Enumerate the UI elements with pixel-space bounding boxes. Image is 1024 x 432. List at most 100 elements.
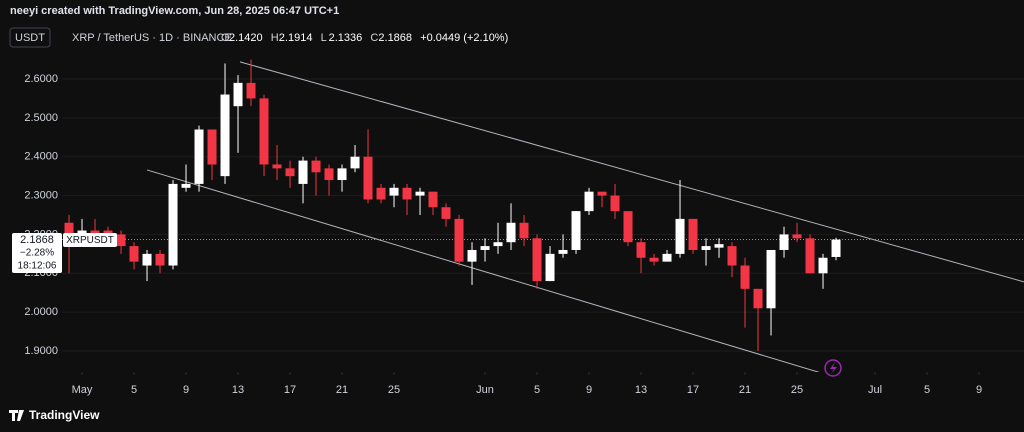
candle-body [506,222,516,243]
ohlc-change: +0.0449 (+2.10%) [420,32,508,44]
candle-body [558,249,568,254]
candle-body [727,246,737,266]
x-tick-label: 17 [284,384,296,396]
candle-body [441,207,451,219]
candle-body [688,218,698,250]
candle-body [766,249,776,309]
candle-body [415,191,425,196]
candle-body [519,222,529,239]
plot [62,59,1024,372]
candle-body [181,183,191,188]
x-tick-label: 17 [687,384,699,396]
candle-body [311,160,321,173]
x-tick-label: 5 [924,384,930,396]
currency-button[interactable] [9,27,51,48]
brand-logo [9,410,24,421]
candle-body [610,195,620,212]
candle-body [714,244,724,248]
y-tick-label: 2.3000 [24,189,58,201]
ohlc-value: 2.1420 [229,32,263,44]
candle-body [337,168,347,181]
candle-body [220,94,230,177]
candle-body [402,187,412,200]
candle-body [493,242,503,247]
price-label-box [12,233,62,273]
ohlc-legend: O 2.1420 H 2.1914 L 2.1336 C 2.1868 +0.0449 (+2.… [221,32,508,44]
candle-body [129,246,139,262]
x-tick-label: Jul [868,384,882,396]
x-tick-label: 25 [388,384,400,396]
candle-body [805,238,815,274]
candle-body [64,222,74,235]
candle-body [662,253,672,262]
x-tick-label: 9 [586,384,592,396]
candle-body [233,82,243,107]
candle-body [636,242,646,258]
candle-body [532,238,542,282]
candle-body [818,257,828,274]
ohlc-key: O [221,32,230,44]
candle-body [259,98,269,165]
candle-body [454,218,464,262]
candle-body [428,191,438,208]
candle-body [194,129,204,184]
ticker: XRPUSDT [66,235,114,246]
candle-body [298,160,308,184]
x-tick-label: 13 [635,384,647,396]
x-tick-label: 9 [976,384,982,396]
ohlc-key: H [271,32,279,44]
x-tick-label: 5 [534,384,540,396]
x-tick-label: 9 [183,384,189,396]
candle-body [376,187,386,200]
ohlc-value: 2.1336 [329,32,363,44]
y-tick-label: 1.9000 [24,345,58,357]
candle-body [753,288,763,309]
x-tick-label: 5 [131,384,137,396]
candle-body [389,187,399,196]
ohlc-value: 2.1868 [378,32,412,44]
candle-body [584,191,594,212]
x-tick-label: May [72,384,93,396]
candle-body [168,183,178,266]
ohlc-value: 2.1914 [279,32,313,44]
credit: neeyi created with TradingView.com, Jun … [10,5,339,17]
price-label: 2.1868 [20,234,54,246]
currency-button-label[interactable]: USDT [15,32,45,44]
candle-body [207,129,217,165]
candle-body [363,156,373,200]
candle-body [272,164,282,169]
y-tick-label: 2.6000 [24,73,58,85]
brand: TradingView [29,408,100,422]
candle-body [792,234,802,239]
candle-body [779,234,789,250]
symbol: XRP / TetherUS · 1D · BINANCE [72,32,232,44]
candle-body [480,246,490,250]
candle-body [285,168,295,177]
candle-body [324,168,334,181]
x-tick-label: 25 [791,384,803,396]
trend-line [146,169,820,372]
candle-body [467,249,477,262]
ticker-box [63,233,117,247]
trend-line [239,61,1024,283]
candle-body [831,239,841,257]
x-tick-label: 21 [739,384,751,396]
y-tick-label: 2.5000 [24,112,58,124]
candle-body [155,253,165,266]
candle-body [623,211,633,243]
y-tick-label: 2.0000 [24,306,58,318]
candle-body [350,156,360,169]
candle-body [116,234,126,247]
y-tick-label: 2.4000 [24,151,58,163]
alert-icon[interactable] [824,359,842,377]
ohlc-key: C [370,32,378,44]
candle-body [701,246,711,250]
candle-body [597,191,607,196]
candle-body [649,257,659,262]
price-change: −2.28% [20,248,54,259]
x-tick-label: Jun [476,384,494,396]
candle-body [545,253,555,282]
candle-body [675,218,685,254]
